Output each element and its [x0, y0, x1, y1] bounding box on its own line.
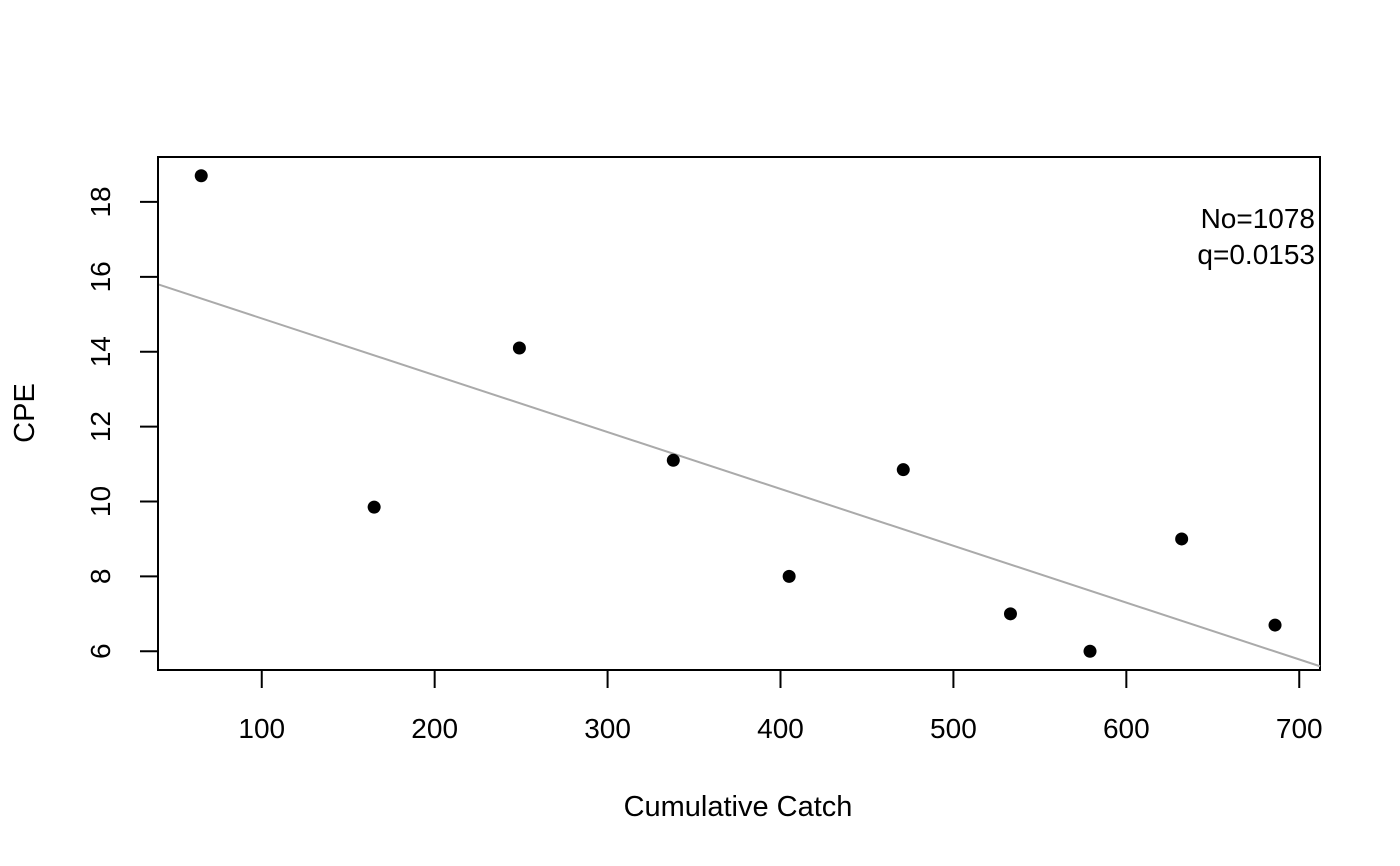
data-point: [1003, 607, 1017, 621]
regression-line: [157, 283, 1321, 668]
data-point: [367, 500, 381, 514]
y-tick-label: 18: [85, 186, 116, 217]
x-tick-label: 700: [1276, 713, 1323, 744]
y-tick-label: 8: [85, 569, 116, 585]
x-tick-label: 200: [411, 713, 458, 744]
y-tick-label: 10: [85, 486, 116, 517]
y-tick-label: 16: [85, 261, 116, 292]
y-tick-label: 12: [85, 411, 116, 442]
data-point: [1083, 644, 1097, 658]
data-point: [1175, 532, 1189, 546]
x-tick-label: 100: [238, 713, 285, 744]
data-points: [194, 169, 1282, 658]
annotation-q: q=0.0153: [1197, 239, 1315, 270]
data-point: [896, 463, 910, 477]
x-tick-label: 500: [930, 713, 977, 744]
y-tick-label: 14: [85, 336, 116, 367]
y-axis: 6 8 10 12 14 16 18: [85, 186, 159, 659]
data-point: [194, 169, 208, 183]
y-axis-title: CPE: [9, 383, 41, 443]
data-point: [1268, 618, 1282, 632]
x-tick-label: 400: [757, 713, 804, 744]
x-axis: 100 200 300 400 500 600 700: [238, 669, 1323, 744]
annotation-no: No=1078: [1201, 203, 1315, 234]
x-tick-label: 600: [1103, 713, 1150, 744]
data-point: [666, 453, 680, 467]
plot-frame: [157, 156, 1321, 671]
x-axis-title: Cumulative Catch: [624, 791, 853, 823]
data-point: [782, 569, 796, 583]
y-tick-label: 6: [85, 643, 116, 659]
x-tick-label: 300: [584, 713, 631, 744]
data-point: [512, 341, 526, 355]
